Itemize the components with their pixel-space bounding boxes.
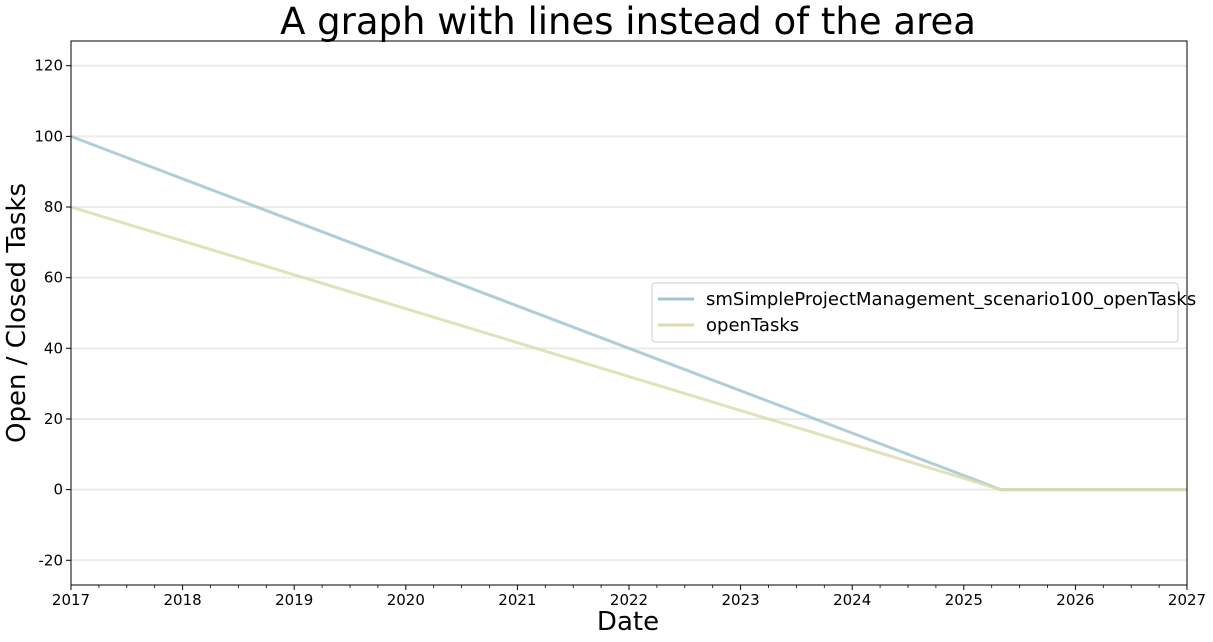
x-tick-label: 2020	[387, 591, 425, 609]
x-tick-label: 2022	[610, 591, 648, 609]
x-tick-label: 2021	[498, 591, 536, 609]
legend-label: openTasks	[706, 315, 799, 336]
chart-title: A graph with lines instead of the area	[280, 0, 976, 43]
x-tick-label: 2023	[722, 591, 760, 609]
y-tick-label: -20	[39, 551, 64, 569]
x-tick-label: 2024	[833, 591, 871, 609]
plot-area	[70, 134, 1187, 492]
x-tick-label: 2019	[275, 591, 313, 609]
y-tick-label: 120	[34, 57, 63, 75]
x-tick-label: 2026	[1056, 591, 1094, 609]
y-tick-label: 100	[34, 127, 63, 145]
x-tick-label: 2018	[164, 591, 202, 609]
y-tick-label: 0	[53, 481, 63, 499]
y-tick-label: 20	[44, 410, 63, 428]
legend-box	[651, 282, 1179, 343]
y-tick-label: 60	[44, 269, 63, 287]
legend-label: smSimpleProjectManagement_scenario100_op…	[706, 289, 1196, 310]
y-axis-label: Open / Closed Tasks	[2, 183, 32, 443]
series-line-1	[70, 205, 1187, 492]
x-tick-label: 2025	[945, 591, 983, 609]
legend: smSimpleProjectManagement_scenario100_op…	[651, 282, 1196, 343]
y-tick-label: 40	[44, 339, 63, 357]
x-axis: 2017 2018 2019 2020 2021 2022 2023 2024 2025 2026…	[52, 585, 1206, 609]
x-tick-label: 2027	[1168, 591, 1206, 609]
y-tick-label: 80	[44, 198, 63, 216]
x-axis-label: Date	[597, 607, 659, 637]
x-tick-label: 2017	[52, 591, 90, 609]
y-axis: -20 0 20 40 60 80 100 120	[34, 57, 71, 569]
